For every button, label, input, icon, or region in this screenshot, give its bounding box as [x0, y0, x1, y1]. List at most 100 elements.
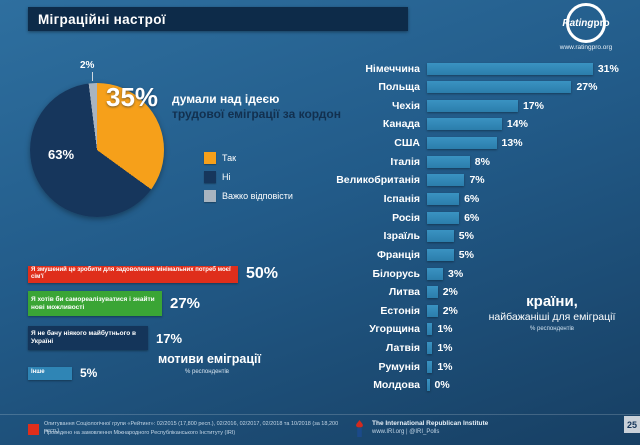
country-row: Румунія 1% — [324, 360, 638, 373]
country-row: Естонія 2% — [324, 304, 638, 317]
motive-row: Я змушений це зробити для задоволення мі… — [28, 265, 278, 283]
country-row: Німеччина 31% — [324, 62, 638, 75]
country-value: 5% — [458, 248, 474, 261]
country-value: 17% — [522, 99, 544, 112]
ratingpro-logo-icon: Rating pro — [562, 3, 610, 43]
country-label: Литва — [388, 286, 420, 299]
country-value: 0% — [434, 379, 450, 392]
survey-footnote-line2: Проведено на замовлення Міжнародного Рес… — [44, 430, 236, 436]
motives-chart-subtitle: % респондентів — [185, 369, 229, 375]
country-label: Франція — [376, 248, 420, 261]
country-label: Латвія — [385, 342, 420, 355]
pie-chart — [30, 83, 164, 217]
country-bar — [427, 211, 460, 224]
pie-graphic — [30, 83, 164, 217]
country-label: Італія — [390, 155, 420, 168]
pie-headline-text-2: трудової еміграції за кордон — [172, 107, 341, 121]
motive-label: Я змушений це зробити для задоволення мі… — [31, 266, 231, 280]
country-row: Іспанія 6% — [324, 192, 638, 205]
pie-leader-line — [92, 72, 93, 81]
motive-box: Інше — [28, 366, 72, 380]
motives-chart-title: мотиви еміграції — [158, 352, 262, 366]
motive-value: 5% — [80, 366, 98, 380]
country-row: Молдова 0% — [324, 379, 638, 392]
motive-label: Я хотів би самореалізуватися і знайти но… — [31, 295, 155, 311]
country-row: Росія 6% — [324, 211, 638, 224]
legend-swatch-yes — [204, 152, 216, 164]
country-label: Канада — [382, 118, 420, 131]
country-value: 1% — [437, 323, 453, 336]
legend-swatch-no — [204, 171, 216, 183]
country-row: Франція 5% — [324, 248, 638, 261]
motive-box: Я хотів би самореалізуватися і знайти но… — [28, 291, 162, 316]
country-label: Румунія — [378, 360, 420, 373]
country-label: Німеччина — [365, 62, 420, 75]
motive-value: 50% — [246, 265, 279, 282]
country-bar — [427, 267, 444, 280]
country-chart-caption: країни, найбажаніші для еміграції % респ… — [466, 293, 638, 332]
country-value: 2% — [442, 304, 458, 317]
legend-label: Важко відповісти — [222, 191, 293, 201]
country-label: Росія — [392, 211, 420, 224]
country-bar — [427, 155, 470, 168]
country-value: 6% — [464, 211, 480, 224]
country-value: 1% — [437, 360, 453, 373]
pie-label-hard: 2% — [80, 60, 95, 71]
country-bar — [427, 137, 497, 150]
survey-footnote-line1: Опитування Соціологічної групи «Рейтинг»… — [44, 421, 339, 434]
page-title: Міграційні настрої — [38, 11, 166, 27]
logo-brand-suffix: pro — [593, 17, 610, 29]
country-bar — [427, 360, 433, 373]
slide-title-bar: Міграційні настрої — [28, 7, 408, 31]
country-value: 1% — [437, 342, 453, 355]
rating-group-logo — [28, 424, 39, 435]
pie-legend: Так Ні Важко відповісти — [204, 152, 293, 202]
country-label: Великобританія — [336, 174, 420, 187]
country-row: Ізраїль 5% — [324, 230, 638, 243]
motive-row: Я не бачу ніякого майбутнього в Україні … — [28, 326, 182, 350]
country-row: Канада 14% — [324, 118, 638, 131]
country-bar — [427, 81, 572, 94]
legend-swatch-hard — [204, 190, 216, 202]
country-row: Великобританія 7% — [324, 174, 638, 187]
country-row: Угорщина 1% — [324, 323, 638, 336]
country-value: 5% — [458, 230, 474, 243]
country-label: Іспанія — [383, 192, 420, 205]
country-value: 14% — [506, 118, 528, 131]
iri-logo-icon — [356, 420, 363, 437]
country-row: Італія 8% — [324, 155, 638, 168]
pie-headline-text: думали над ідеєю — [172, 92, 280, 106]
country-label: Естонія — [380, 304, 420, 317]
motive-row: Інше 5% — [28, 366, 97, 380]
country-bar — [427, 230, 454, 243]
country-chart-subtitle: % респондентів — [530, 326, 574, 332]
country-bar — [427, 118, 502, 131]
motive-label: Інше — [31, 369, 45, 376]
ratingpro-logo: Rating pro www.ratingpro.org — [540, 3, 632, 51]
iri-links: www.IRI.org | @IRI_Polls — [372, 429, 440, 435]
country-value: 27% — [576, 81, 598, 94]
legend-item-hard: Важко відповісти — [204, 190, 293, 202]
country-row: Польща 27% — [324, 81, 638, 94]
country-value: 13% — [501, 137, 523, 150]
country-bar — [427, 62, 593, 75]
country-value: 3% — [448, 267, 464, 280]
pie-label-no: 63% — [48, 147, 75, 162]
country-value: 31% — [597, 62, 619, 75]
country-chart-title: країни, — [526, 293, 578, 310]
country-bar — [427, 99, 518, 112]
country-label: США — [394, 137, 420, 150]
page-number: 25 — [624, 416, 640, 433]
legend-label: Ні — [222, 172, 231, 182]
motive-row: Я хотів би самореалізуватися і знайти но… — [28, 291, 200, 316]
country-value: 2% — [442, 286, 458, 299]
legend-item-yes: Так — [204, 152, 293, 164]
motive-box: Я не бачу ніякого майбутнього в Україні — [28, 326, 148, 350]
motive-label: Я не бачу ніякого майбутнього в Україні — [31, 330, 136, 345]
country-bar — [427, 342, 433, 355]
iri-credit: The International Republican Institute w… — [352, 420, 488, 437]
motive-box: Я змушений це зробити для задоволення мі… — [28, 265, 238, 283]
country-bar — [427, 174, 465, 187]
country-value: 8% — [474, 155, 490, 168]
pie-headline-value: 35% — [106, 82, 159, 112]
